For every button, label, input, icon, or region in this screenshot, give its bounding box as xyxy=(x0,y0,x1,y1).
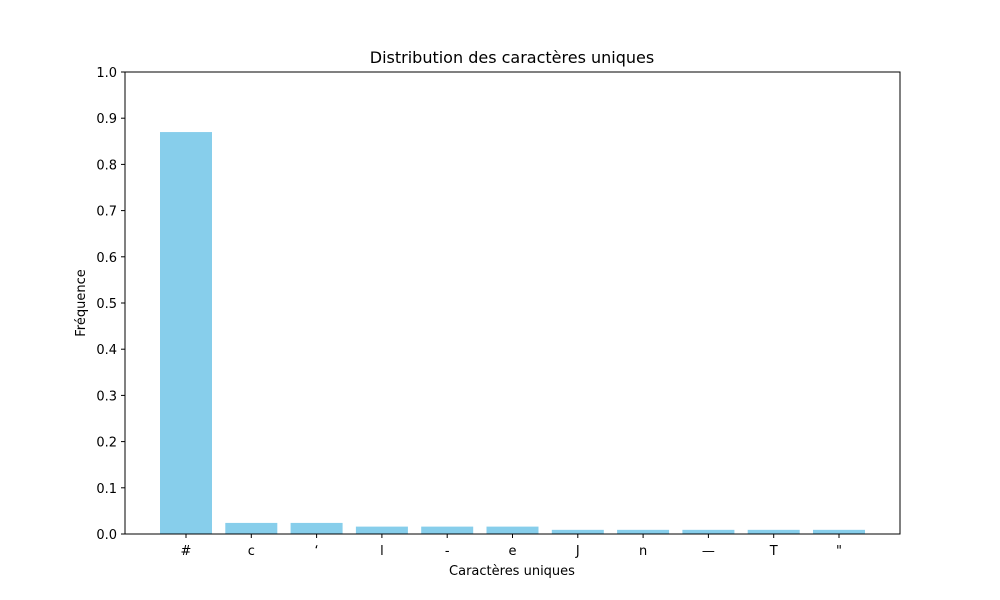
y-tick-label-6: 0.6 xyxy=(96,251,117,266)
x-tick-label-6: J xyxy=(575,544,580,559)
y-tick-label-4: 0.4 xyxy=(96,343,117,358)
x-tick-label-5: e xyxy=(509,544,517,559)
chart-title: Distribution des caractères uniques xyxy=(370,48,654,67)
y-tick-label-8: 0.8 xyxy=(96,158,117,173)
bar-7 xyxy=(617,529,670,534)
bar-1 xyxy=(225,522,278,534)
plot-frame xyxy=(124,71,901,535)
x-tick-label-0: # xyxy=(181,544,192,559)
y-tick-label-9: 0.9 xyxy=(96,112,117,127)
bar-2 xyxy=(290,522,343,534)
x-tick-label-10: " xyxy=(836,544,842,559)
x-tick-label-1: c xyxy=(248,544,255,559)
x-tick-label-7: n xyxy=(639,544,647,559)
y-tick-label-5: 0.5 xyxy=(96,297,117,312)
y-tick-label-3: 0.3 xyxy=(96,389,117,404)
bar-9 xyxy=(747,529,800,534)
bar-3 xyxy=(355,526,408,534)
bar-10 xyxy=(813,529,865,534)
y-axis-label: Fréquence xyxy=(74,269,89,336)
y-tick-label-7: 0.7 xyxy=(96,205,117,220)
x-axis-label: Caractères uniques xyxy=(449,564,575,579)
x-tick-label-9: T xyxy=(769,544,778,559)
y-tick-label-10: 1.0 xyxy=(96,66,117,81)
y-tick-label-2: 0.2 xyxy=(96,436,117,451)
y-axis: 0.0 0.1 0.2 0.3 0.4 0.5 0.6 0.7 0.8 0.9 1.0 xyxy=(96,66,125,543)
x-tick-label-8: — xyxy=(702,544,715,559)
bar-8 xyxy=(682,529,735,534)
bar-0 xyxy=(160,132,212,534)
bars-group xyxy=(160,132,865,534)
x-tick-label-3: l xyxy=(380,544,384,559)
bar-5 xyxy=(486,526,539,534)
bar-4 xyxy=(421,526,474,534)
bar-6 xyxy=(551,529,604,534)
x-tick-label-4: - xyxy=(445,544,450,559)
y-tick-label-1: 0.1 xyxy=(96,482,117,497)
y-tick-label-0: 0.0 xyxy=(96,528,117,543)
x-tick-label-2: ‘ xyxy=(315,544,319,559)
